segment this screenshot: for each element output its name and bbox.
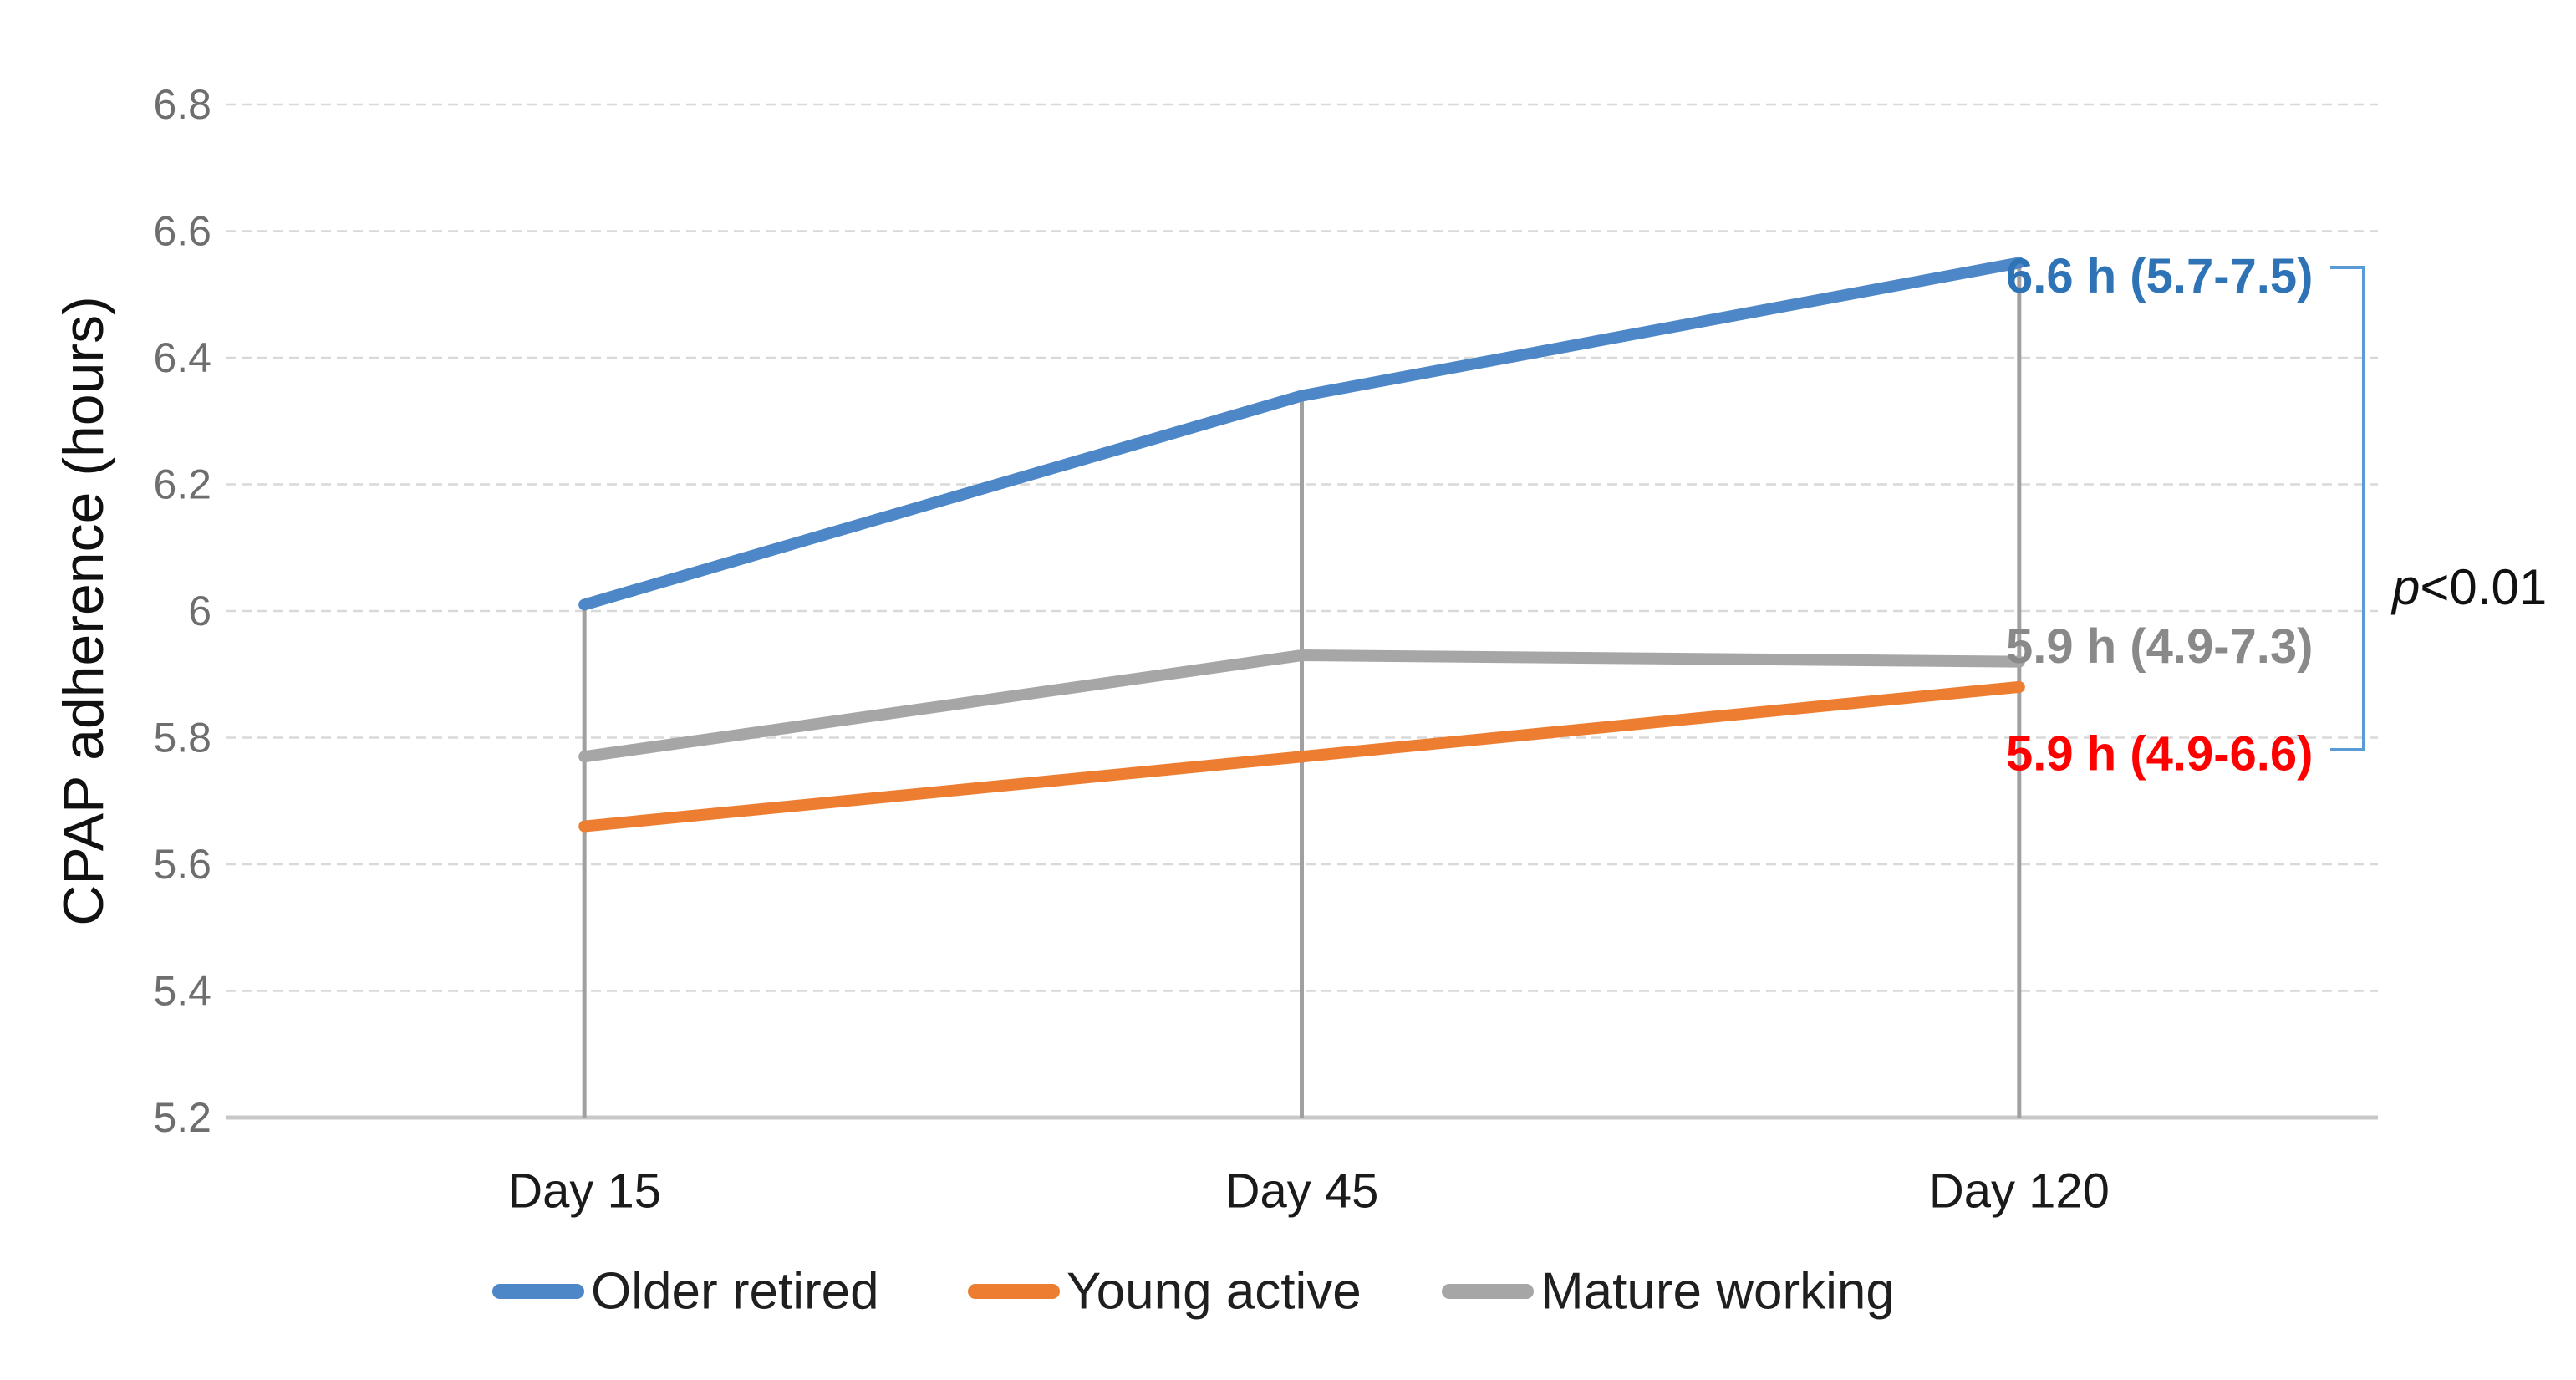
p-value-prefix: p bbox=[2390, 559, 2420, 615]
legend-marker-older-retired bbox=[492, 1284, 584, 1299]
p-value-rest: <0.01 bbox=[2420, 559, 2547, 615]
significance-bracket bbox=[2330, 266, 2365, 751]
y-tick-label: 5.4 bbox=[153, 968, 211, 1015]
legend: Older retired Young active Mature working bbox=[492, 1263, 1895, 1321]
legend-label-older-retired: Older retired bbox=[591, 1263, 879, 1321]
y-tick-label: 6.6 bbox=[153, 208, 211, 255]
series-line-older-retired bbox=[578, 257, 2025, 611]
legend-item-mature-working: Mature working bbox=[1442, 1263, 1895, 1321]
x-tick-label-day-15: Day 15 bbox=[507, 1164, 661, 1219]
data-label-young-active: 5.9 h (4.9-6.6) bbox=[2006, 726, 2313, 781]
legend-label-mature-working: Mature working bbox=[1540, 1263, 1895, 1321]
legend-item-young-active: Young active bbox=[968, 1263, 1362, 1321]
p-value-annotation: p<0.01 bbox=[2390, 559, 2547, 615]
legend-item-older-retired: Older retired bbox=[492, 1263, 879, 1321]
legend-marker-young-active bbox=[968, 1284, 1060, 1299]
data-label-older-retired: 6.6 h (5.7-7.5) bbox=[2006, 249, 2313, 303]
y-tick-label: 6.2 bbox=[153, 461, 211, 508]
legend-label-young-active: Young active bbox=[1067, 1263, 1362, 1321]
series-line-young-active bbox=[578, 680, 2025, 833]
y-tick-label: 6 bbox=[188, 588, 211, 634]
series-end-labels: 6.6 h (5.7-7.5) 5.9 h (4.9-6.6) 5.9 h (4.9… bbox=[2006, 249, 2313, 782]
y-axis-title: CPAP adherence (hours) bbox=[52, 296, 115, 925]
y-tick-label: 5.2 bbox=[153, 1094, 211, 1141]
x-tick-label-day-45: Day 45 bbox=[1225, 1164, 1379, 1219]
y-axis-tick-labels: 5.2 5.4 5.6 5.8 6 6.2 6.4 6.6 6.8 bbox=[153, 81, 211, 1141]
x-tick-label-day-120: Day 120 bbox=[1929, 1164, 2110, 1219]
y-tick-label: 5.8 bbox=[153, 715, 211, 761]
data-label-mature-working: 5.9 h (4.9-7.3) bbox=[2006, 619, 2313, 674]
series-line-mature-working bbox=[578, 649, 2025, 763]
x-axis-tick-labels: Day 15 Day 45 Day 120 bbox=[507, 1164, 2110, 1219]
legend-marker-mature-working bbox=[1442, 1284, 1534, 1299]
y-tick-label: 6.8 bbox=[153, 81, 211, 128]
y-tick-label: 5.6 bbox=[153, 841, 211, 888]
series-lines bbox=[578, 257, 2025, 833]
y-tick-label: 6.4 bbox=[153, 334, 211, 381]
